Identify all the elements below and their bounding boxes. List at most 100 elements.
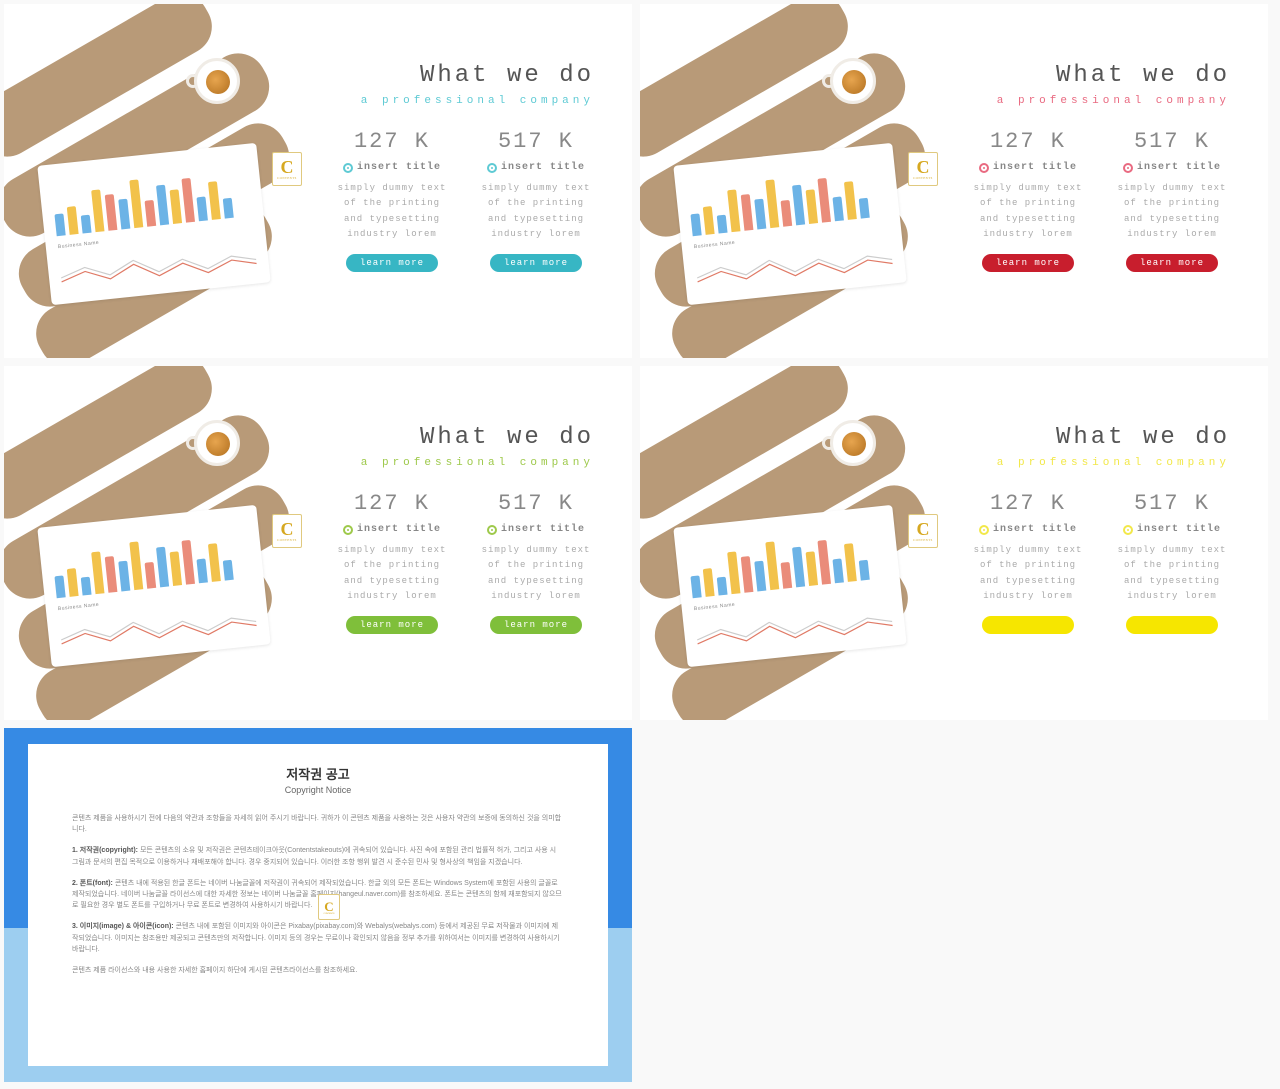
paper-label: Business Name	[694, 224, 890, 250]
badge-sub: CONTENTS	[324, 913, 335, 915]
stat-body: simply dummy text of the printing and ty…	[970, 181, 1086, 242]
stat-label: insert title	[357, 162, 441, 173]
stat-block-2: 517 K insert title simply dummy text of th…	[1114, 129, 1230, 272]
mini-line-chart	[59, 602, 257, 652]
learn-more-button[interactable]: learn more	[490, 254, 582, 272]
stat-label: insert title	[1137, 162, 1221, 173]
stat-body: simply dummy text of the printing and ty…	[334, 181, 450, 242]
paper-chart: Business Name	[673, 143, 906, 305]
target-icon	[1123, 525, 1133, 535]
learn-more-button[interactable]: learn more	[1126, 254, 1218, 272]
copyright-p1: 1. 저작권(copyright): 모든 콘텐츠의 소유 및 저작권은 콘텐츠…	[72, 845, 564, 867]
stat-value: 517 K	[478, 129, 594, 154]
contents-c-badge: CCONTENTS	[272, 152, 302, 186]
stat-block-1: 127 K insert title simply dummy text of th…	[970, 129, 1086, 272]
copyright-title: 저작권 공고	[72, 764, 564, 783]
stats-row: 127 Kinsert titlesimply dummy text of th…	[970, 491, 1230, 634]
stat-body: simply dummy text of the printing and ty…	[334, 543, 450, 604]
contents-c-badge: C CONTENTS	[318, 894, 340, 920]
copyright-p1-body: 모든 콘텐츠의 소유 및 저작권은 콘텐츠테이크아웃(Contentstakeo…	[72, 847, 556, 865]
mini-line-chart	[59, 240, 257, 290]
paper-label: Business Name	[58, 586, 254, 612]
mini-bar-chart	[686, 156, 887, 236]
learn-more-button[interactable]: learn more	[982, 254, 1074, 272]
learn-more-button[interactable]: learn more	[490, 616, 582, 634]
stat-block-1: 127 K insert title simply dummy text of th…	[334, 129, 450, 272]
paper-chart: Business Name	[673, 505, 906, 667]
stat-body: simply dummy text of the printing and ty…	[1114, 181, 1230, 242]
stat-value: 127 K	[970, 491, 1086, 516]
stat-value: 127 K	[334, 491, 450, 516]
stat-label: insert title	[501, 162, 585, 173]
target-icon	[487, 525, 497, 535]
paper-chart: Business Name	[37, 143, 270, 305]
badge-char: C	[281, 158, 294, 176]
stat-block-2: 517 Kinsert titlesimply dummy text of th…	[1114, 491, 1230, 634]
target-icon	[979, 163, 989, 173]
stat-label: insert title	[993, 524, 1077, 535]
stat-block-1: 127 Kinsert titlesimply dummy text of th…	[970, 491, 1086, 634]
target-icon	[979, 525, 989, 535]
stat-label: insert title	[993, 162, 1077, 173]
slide-content: What we doa professional company127 Kins…	[970, 62, 1230, 272]
stat-block-2: 517 Kinsert titlesimply dummy text of th…	[478, 129, 594, 272]
stat-value: 127 K	[970, 129, 1086, 154]
learn-more-button[interactable]: learn more	[1126, 616, 1218, 634]
slide-title: What we do	[970, 424, 1230, 451]
contents-c-badge: CCONTENTS	[908, 514, 938, 548]
slide-variant-2: Business NameCCONTENTSWhat we doa profes…	[640, 4, 1268, 358]
target-icon	[1123, 163, 1133, 173]
copyright-slide: 저작권 공고 Copyright Notice 콘텐츠 제품을 사용하시기 전에…	[4, 728, 632, 1082]
copyright-intro: 콘텐츠 제품을 사용하시기 전에 다음의 약관과 조항들을 자세히 읽어 주시기…	[72, 813, 564, 835]
stat-label: insert title	[1137, 524, 1221, 535]
mini-line-chart	[695, 602, 893, 652]
badge-sub: CONTENTS	[913, 538, 933, 542]
badge-char: C	[917, 158, 930, 176]
slide-subtitle: a professional company	[970, 95, 1230, 107]
slide-content: What we do a professional company 127 K ins…	[334, 62, 594, 272]
paper-chart: Business Name	[37, 505, 270, 667]
stat-value: 127 K	[334, 129, 450, 154]
coffee-cup-icon	[830, 420, 876, 466]
stats-row: 127 K insert title simply dummy text of th…	[334, 129, 594, 272]
stat-value: 517 K	[1114, 129, 1230, 154]
coffee-cup-icon	[194, 58, 240, 104]
slide-title: What we do	[334, 62, 594, 89]
mini-bar-chart	[686, 518, 887, 598]
slide-variant-4: Business Name CCONTENTS What we do a profes…	[640, 366, 1268, 720]
mini-bar-chart	[50, 518, 251, 598]
slide-illustration: Business Name CCONTENTS	[640, 4, 960, 358]
coffee-cup-icon	[830, 58, 876, 104]
copyright-p3: 3. 이미지(image) & 아이콘(icon): 콘텐츠 내에 포함된 이미…	[72, 921, 564, 955]
stat-label: insert title	[357, 524, 441, 535]
slide-variant-3: Business NameCCONTENTSWhat we doa profes…	[4, 366, 632, 720]
copyright-p2-body: 콘텐츠 내에 적용된 한글 폰트는 네이버 나눔글꼴에 저작권이 귀속되어 제작…	[72, 880, 562, 909]
copyright-panel: 저작권 공고 Copyright Notice 콘텐츠 제품을 사용하시기 전에…	[28, 744, 608, 1066]
stats-row: 127 K insert title simply dummy text of th…	[970, 129, 1230, 272]
coffee-cup-icon	[194, 420, 240, 466]
slide-content: What we do a professional company 127 K ins…	[970, 424, 1230, 634]
target-icon	[343, 163, 353, 173]
learn-more-button[interactable]: learn more	[982, 616, 1074, 634]
badge-sub: CONTENTS	[277, 538, 297, 542]
paper-label: Business Name	[694, 586, 890, 612]
slide-content: What we doa professional company127 Kins…	[334, 424, 594, 634]
stat-label: insert title	[501, 524, 585, 535]
paper-label: Business Name	[58, 224, 254, 250]
stat-value: 517 K	[478, 491, 594, 516]
slide-variant-1: Business Name CCONTENTS What we do a profes…	[4, 4, 632, 358]
learn-more-button[interactable]: learn more	[346, 616, 438, 634]
slide-subtitle: a professional company	[334, 95, 594, 107]
slide-subtitle: a professional company	[970, 457, 1230, 469]
slide-title: What we do	[334, 424, 594, 451]
copyright-p2-head: 2. 폰트(font):	[72, 880, 113, 887]
copyright-subtitle: Copyright Notice	[72, 785, 564, 795]
badge-sub: CONTENTS	[913, 176, 933, 180]
stat-body: simply dummy text of the printing and ty…	[478, 543, 594, 604]
copyright-p1-head: 1. 저작권(copyright):	[72, 847, 138, 854]
learn-more-button[interactable]: learn more	[346, 254, 438, 272]
stat-value: 517 K	[1114, 491, 1230, 516]
badge-char: C	[917, 520, 930, 538]
contents-c-badge: CCONTENTS	[908, 152, 938, 186]
copyright-outro: 콘텐츠 제품 라이선스와 내용 사용한 자세한 홈페이지 하단에 게시된 콘텐츠…	[72, 965, 564, 976]
